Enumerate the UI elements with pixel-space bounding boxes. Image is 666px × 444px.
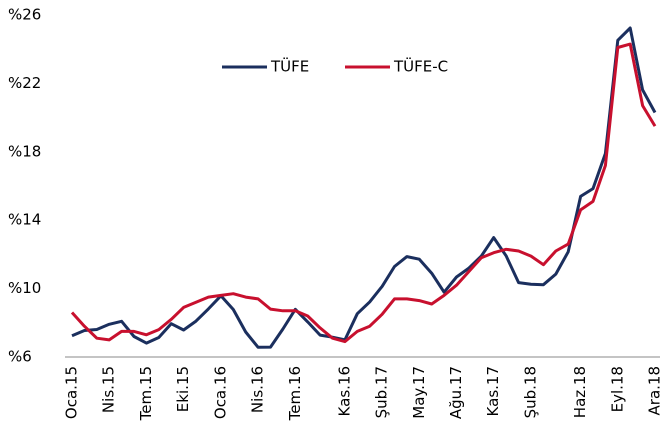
series-line xyxy=(71,26,657,349)
y-tick-label: %6 xyxy=(8,348,32,366)
x-tick-label: Ara.18 xyxy=(646,366,664,415)
series-line xyxy=(70,42,657,344)
x-tick-label: Oca.16 xyxy=(211,366,229,419)
legend-label: TÜFE xyxy=(270,57,309,76)
x-tick-label: Ağu.17 xyxy=(447,366,465,419)
y-tick-label: %14 xyxy=(8,211,41,229)
x-tick-label: Eyl.18 xyxy=(608,366,626,412)
x-tick-label: Haz.18 xyxy=(571,366,589,418)
legend-label: TÜFE-C xyxy=(393,57,448,76)
x-tick-label: Nis.16 xyxy=(249,366,267,413)
y-tick-label: %22 xyxy=(8,74,41,92)
x-tick-label: Şub.17 xyxy=(373,366,391,418)
y-tick-label: %26 xyxy=(8,6,41,24)
x-tick-label: Tem.15 xyxy=(137,366,155,421)
x-tick-label: Şub.18 xyxy=(521,366,539,418)
x-tick-label: May.17 xyxy=(410,366,428,419)
y-tick-label: %18 xyxy=(8,142,41,160)
x-tick-label: Kas.17 xyxy=(484,366,502,416)
x-tick-label: Oca.15 xyxy=(63,366,81,419)
y-tick-label: %10 xyxy=(8,279,41,297)
x-tick-label: Kas.16 xyxy=(335,366,353,416)
x-tick-label: Nis.15 xyxy=(100,366,118,413)
x-tick-label: Eki.15 xyxy=(174,366,192,412)
x-tick-label: Tem.16 xyxy=(286,366,304,421)
